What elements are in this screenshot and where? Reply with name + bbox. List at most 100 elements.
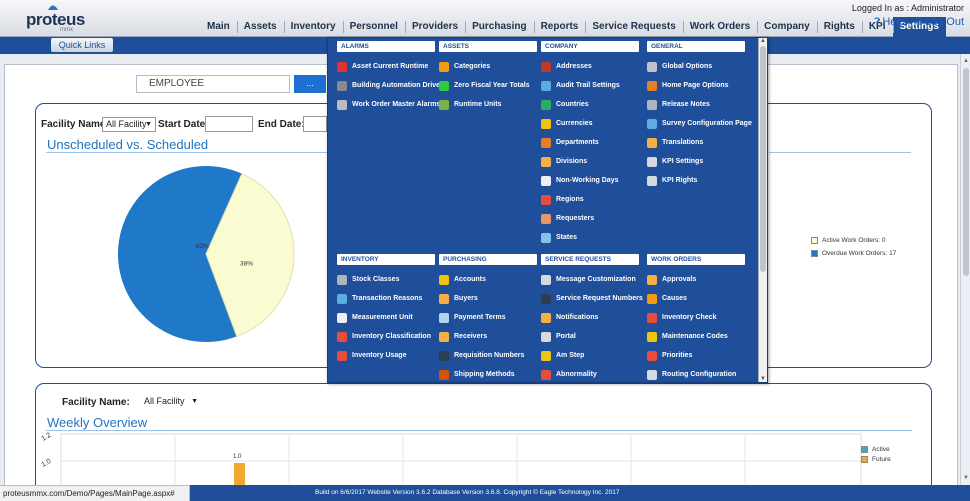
nav-inventory[interactable]: Inventory [283, 17, 343, 37]
nav-personnel[interactable]: Personnel [342, 17, 405, 37]
menu-item-accounts[interactable]: Accounts [439, 270, 537, 289]
alarm-list-icon [337, 100, 347, 110]
nav-service-requests[interactable]: Service Requests [585, 17, 682, 37]
menu-item-label: Priorities [662, 352, 693, 359]
menu-item-transaction-reasons[interactable]: Transaction Reasons [337, 289, 435, 308]
scroll-up-icon[interactable]: ▲ [963, 58, 969, 64]
menu-scroll-thumb[interactable] [760, 46, 766, 272]
nav-work-orders[interactable]: Work Orders [682, 17, 757, 37]
menu-item-shipping-methods[interactable]: Shipping Methods [439, 365, 537, 382]
nav-main[interactable]: Main [207, 21, 230, 32]
menu-item-departments[interactable]: Departments [541, 133, 639, 152]
accounts-icon [439, 275, 449, 285]
nav-assets[interactable]: Assets [236, 17, 284, 37]
menu-item-maintenance-codes[interactable]: Maintenance Codes [647, 327, 745, 346]
scroll-down-icon[interactable]: ▼ [963, 475, 969, 481]
menu-item-work-order-master-alarms[interactable]: Work Order Master Alarms [337, 95, 440, 114]
menu-item-measurement-unit[interactable]: Measurement Unit [337, 308, 435, 327]
menu-scrollbar[interactable]: ▲ ▼ [758, 38, 767, 382]
logout-link[interactable]: ⏻ Log Out [915, 16, 964, 28]
menu-item-am-step[interactable]: Am Step [541, 346, 639, 365]
menu-item-message-customization[interactable]: Message Customization [541, 270, 639, 289]
nav-rights[interactable]: Rights [816, 17, 862, 37]
menu-item-audit-trail-settings[interactable]: Audit Trail Settings [541, 76, 639, 95]
menu-item-label: Work Order Master Alarms [352, 101, 441, 108]
menu-item-requesters[interactable]: Requesters [541, 209, 639, 228]
maintenance-codes-icon [647, 332, 657, 342]
scroll-down-icon[interactable]: ▼ [760, 376, 766, 382]
bar-data-label: 1.0 [233, 454, 242, 460]
menu-item-approvals[interactable]: Approvals [647, 270, 745, 289]
menu-item-asset-current-runtime[interactable]: Asset Current Runtime [337, 57, 435, 76]
employee-lookup-button[interactable]: ... [294, 75, 326, 93]
menu-item-release-notes[interactable]: Release Notes [647, 95, 745, 114]
nav-providers[interactable]: Providers [404, 17, 465, 37]
menu-item-buyers[interactable]: Buyers [439, 289, 537, 308]
facility-select-weekly[interactable]: All Facility ▼ [141, 395, 201, 410]
facility-select[interactable]: All Facility ▼ [102, 117, 156, 132]
menu-item-receivers[interactable]: Receivers [439, 327, 537, 346]
main-nav: Main Assets Inventory Personnel Provider… [200, 17, 946, 37]
menu-section-header: SERVICE REQUESTS [541, 254, 639, 265]
weekly-panel: Facility Name: All Facility ▼ Weekly Ove… [35, 383, 932, 493]
nav-reports[interactable]: Reports [533, 17, 586, 37]
menu-item-addresses[interactable]: Addresses [541, 57, 639, 76]
logout-label: Log Out [924, 16, 964, 28]
menu-item-global-options[interactable]: Global Options [647, 57, 745, 76]
nav-company[interactable]: Company [757, 17, 817, 37]
menu-item-kpi-settings[interactable]: KPI Settings [647, 152, 745, 171]
menu-item-home-page-options[interactable]: Home Page Options [647, 76, 745, 95]
menu-item-requisition-numbers[interactable]: Requisition Numbers [439, 346, 537, 365]
bar-future[interactable] [234, 463, 245, 486]
menu-item-regions[interactable]: Regions [541, 190, 639, 209]
scroll-thumb[interactable] [963, 68, 969, 276]
menu-item-divisions[interactable]: Divisions [541, 152, 639, 171]
nav-purchasing[interactable]: Purchasing [465, 17, 533, 37]
menu-item-label: Currencies [556, 120, 593, 127]
menu-item-inventory-check[interactable]: Inventory Check [647, 308, 745, 327]
menu-item-abnormality[interactable]: Abnormality [541, 365, 639, 382]
menu-item-zero-fiscal-year-totals[interactable]: Zero Fiscal Year Totals [439, 76, 537, 95]
menu-item-states[interactable]: States [541, 228, 639, 247]
menu-item-payment-terms[interactable]: Payment Terms [439, 308, 537, 327]
end-date-input[interactable] [303, 116, 327, 132]
help-icon: ❓︎ [874, 17, 881, 28]
pie-slice-active[interactable] [118, 166, 242, 342]
menu-item-countries[interactable]: Countries [541, 95, 639, 114]
menu-item-building-automation-driver[interactable]: Building Automation Driver [337, 76, 443, 95]
quick-links-button[interactable]: Quick Links [51, 38, 113, 52]
nav-settings[interactable]: Settings [892, 17, 946, 37]
menu-item-priorities[interactable]: Priorities [647, 346, 745, 365]
release-notes-icon [647, 100, 657, 110]
start-date-input[interactable] [205, 116, 253, 132]
audit-icon [541, 81, 551, 91]
menu-item-service-request-numbers[interactable]: Service Request Numbers [541, 289, 643, 308]
menu-item-survey-configuration-page[interactable]: Survey Configuration Page [647, 114, 752, 133]
menu-item-portal[interactable]: Portal [541, 327, 639, 346]
pie-slice-overdue[interactable] [205, 172, 295, 338]
proteus-logo[interactable]: proteus mmx [26, 2, 85, 34]
help-link[interactable]: ❓︎ Help [874, 16, 905, 28]
menu-item-label: Transaction Reasons [352, 295, 423, 302]
currency-icon [541, 119, 551, 129]
menu-item-causes[interactable]: Causes [647, 289, 745, 308]
menu-item-kpi-rights[interactable]: KPI Rights [647, 171, 745, 190]
menu-item-categories[interactable]: Categories [439, 57, 537, 76]
measurement-icon [337, 313, 347, 323]
menu-item-translations[interactable]: Translations [647, 133, 745, 152]
menu-item-label: Causes [662, 295, 687, 302]
page-scrollbar[interactable]: ▲ ▼ [960, 54, 970, 485]
menu-section-header: ALARMS [337, 41, 435, 52]
logo-mark-icon [48, 5, 58, 10]
menu-item-notifications[interactable]: Notifications [541, 308, 639, 327]
menu-item-runtime-units[interactable]: Runtime Units [439, 95, 537, 114]
menu-item-currencies[interactable]: Currencies [541, 114, 639, 133]
employee-input[interactable]: EMPLOYEE [136, 75, 290, 93]
menu-item-stock-classes[interactable]: Stock Classes [337, 270, 435, 289]
menu-item-routing-configuration[interactable]: Routing Configuration [647, 365, 745, 382]
menu-item-inventory-usage[interactable]: Inventory Usage [337, 346, 435, 365]
scroll-up-icon[interactable]: ▲ [760, 38, 766, 44]
menu-item-non-working-days[interactable]: Non-Working Days [541, 171, 639, 190]
nav-kpi[interactable]: KPI [861, 17, 893, 37]
menu-item-inventory-classification[interactable]: Inventory Classification [337, 327, 435, 346]
